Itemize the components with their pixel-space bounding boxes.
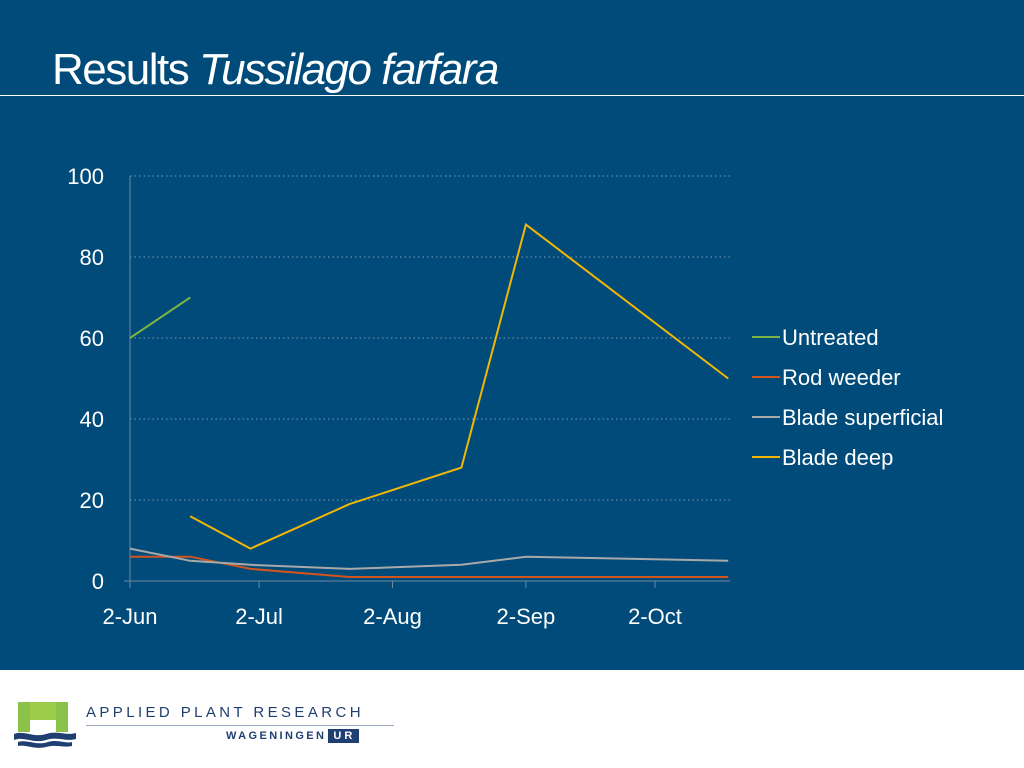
series-line-blade-superficial	[129, 547, 729, 570]
x-tick-label: 2-Sep	[497, 604, 556, 629]
title-text: Results	[52, 45, 190, 94]
series-line-rod-weeder	[130, 555, 729, 578]
y-tick-label: 0	[92, 569, 104, 594]
x-tick-label: 2-Jul	[235, 604, 283, 629]
footer: APPLIED PLANT RESEARCH WAGENINGEN UR	[0, 670, 1024, 768]
y-tick-label: 20	[80, 488, 104, 513]
org-sub-ur: UR	[328, 728, 360, 743]
x-tick-label: 2-Oct	[628, 604, 682, 629]
wageningen-ur-logo-icon	[14, 702, 76, 748]
title-species: Tussilago farfara	[198, 45, 499, 94]
legend-label: Blade superficial	[782, 405, 943, 430]
organization-name: APPLIED PLANT RESEARCH	[86, 704, 364, 721]
legend-label: Rod weeder	[782, 365, 901, 390]
slide-title: Results Tussilago farfara	[52, 44, 499, 97]
title-divider	[0, 95, 1024, 96]
y-tick-label: 40	[80, 407, 104, 432]
series-line-blade-deep	[189, 222, 729, 550]
y-tick-label: 100	[67, 164, 104, 189]
legend-label: Blade deep	[782, 445, 893, 470]
y-tick-label: 60	[80, 326, 104, 351]
y-tick-label: 80	[80, 245, 104, 270]
org-sub-wageningen: WAGENINGEN	[226, 729, 327, 742]
organization-divider	[86, 725, 394, 726]
x-tick-label: 2-Jun	[102, 604, 157, 629]
legend-label: Untreated	[782, 325, 879, 350]
x-tick-label: 2-Aug	[363, 604, 422, 629]
organization-subtitle: WAGENINGEN UR	[226, 728, 360, 743]
line-chart: 0 20 40 60 80 100 2-Jun 2-Jul 2-Aug 2-Sep 2-Oct Unt…	[67, 164, 943, 629]
series-line-untreated	[129, 296, 191, 339]
